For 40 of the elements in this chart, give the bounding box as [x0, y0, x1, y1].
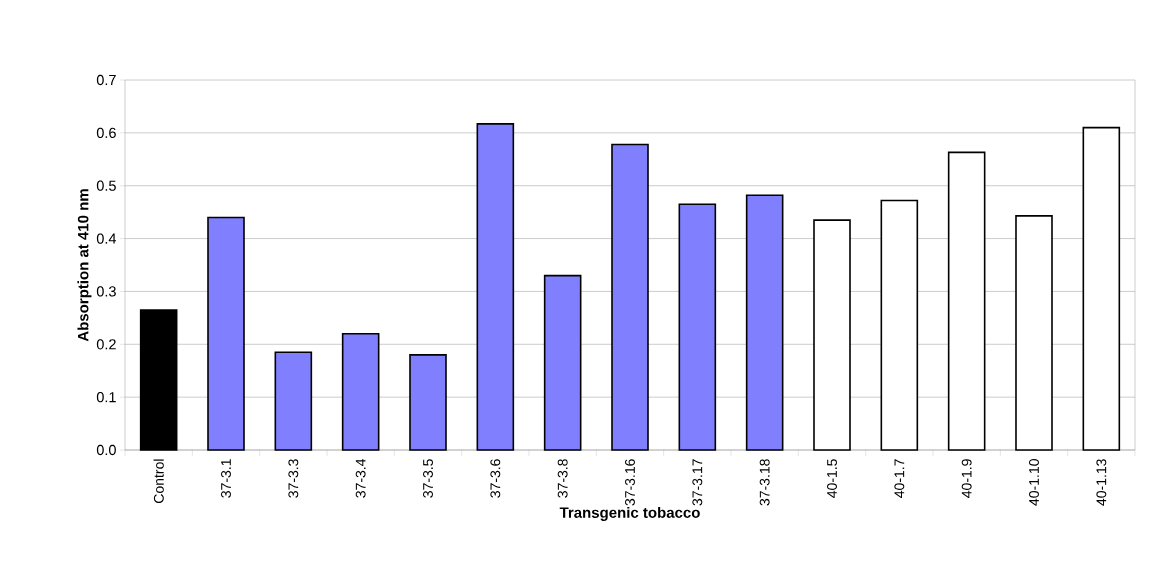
- bar: [1015, 215, 1053, 451]
- x-axis-title: Transgenic tobacco: [559, 506, 700, 521]
- x-tick-label: 37-3.1: [221, 459, 231, 498]
- x-tick-label: 37-3.4: [355, 458, 366, 498]
- bar: [409, 354, 447, 451]
- y-tick-label: 0.2: [96, 339, 116, 350]
- x-tick-label: 40-1.10: [1029, 459, 1039, 506]
- bar: [341, 332, 380, 451]
- x-tick-label: 37-3.8: [557, 459, 568, 498]
- x-tick-label: 40-1.7: [894, 459, 905, 498]
- bar: [947, 151, 986, 451]
- bar: [207, 216, 245, 451]
- x-tick-label: 40-1.9: [961, 459, 972, 498]
- y-tick-label: 0.4: [96, 233, 117, 244]
- bar: [543, 274, 582, 451]
- bar: [745, 194, 784, 451]
- y-tick-label: 0.6: [96, 127, 116, 138]
- x-tick-label: 40-1.13: [1096, 459, 1107, 506]
- bar: [476, 123, 515, 451]
- bar: [139, 309, 178, 451]
- x-tick-label: 37-3.18: [759, 459, 770, 506]
- bar: [611, 143, 649, 451]
- bar: [678, 203, 717, 451]
- bar: [274, 351, 313, 451]
- x-tick-label: Control: [153, 459, 164, 503]
- x-tick-label: 37-3.16: [625, 459, 635, 506]
- bar: [813, 219, 851, 451]
- bar: [880, 199, 919, 451]
- y-tick-label: 0.3: [96, 286, 116, 297]
- y-tick-label: 0.7: [96, 74, 116, 86]
- y-tick-label: 0.5: [96, 180, 116, 191]
- y-tick-label: 0.0: [96, 444, 116, 456]
- x-tick-label: 37-3.5: [423, 459, 433, 498]
- x-tick-label: 37-3.17: [692, 459, 703, 506]
- bar: [1082, 126, 1121, 451]
- x-tick-label: 40-1.5: [827, 459, 837, 498]
- x-tick-label: 37-3.6: [490, 459, 501, 498]
- y-axis-title: Absorption at 410 nm: [77, 189, 92, 342]
- y-tick-label: 0.1: [96, 392, 116, 403]
- x-tick-label: 37-3.3: [288, 459, 299, 498]
